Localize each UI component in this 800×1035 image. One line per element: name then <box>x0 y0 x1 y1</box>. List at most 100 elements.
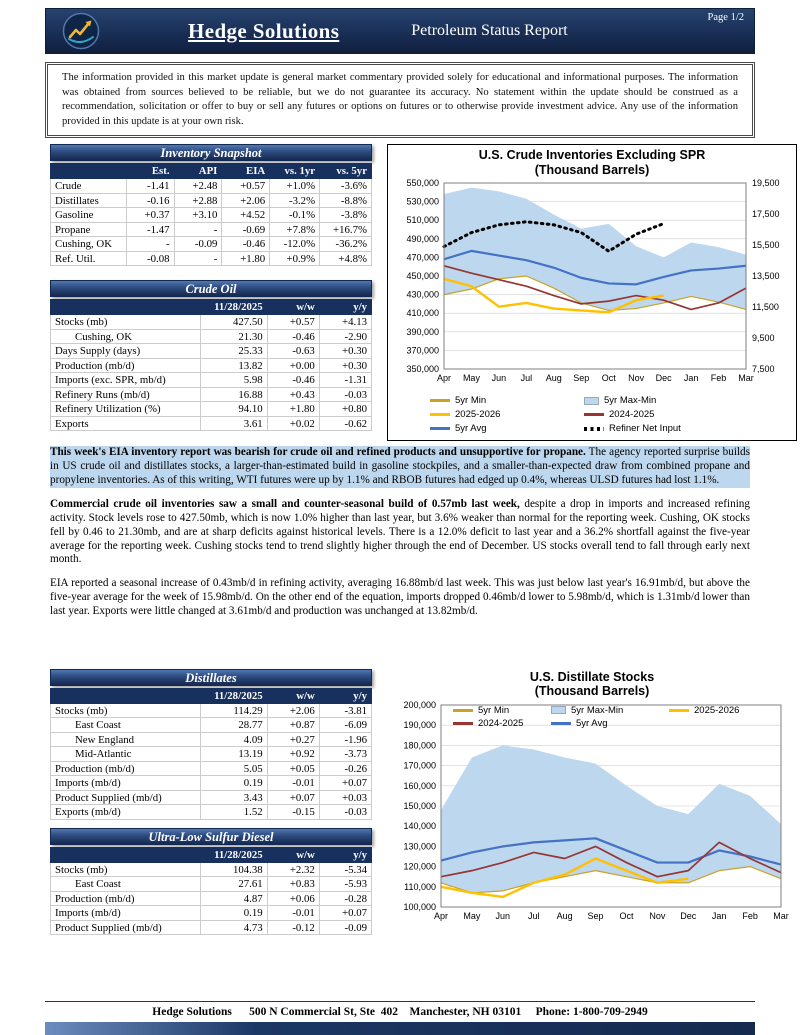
svg-text:100,000: 100,000 <box>403 902 436 912</box>
legend-swatch <box>453 721 473 725</box>
row-label: Stocks (mb) <box>49 862 202 878</box>
svg-text:Feb: Feb <box>711 373 727 383</box>
svg-text:Aug: Aug <box>546 373 562 383</box>
row-label: Production (mb/d) <box>49 761 202 777</box>
footer-bar <box>45 1022 755 1035</box>
col-header: vs. 5yr <box>319 163 372 180</box>
svg-text:13,500: 13,500 <box>752 271 780 281</box>
row-label: Cushing, OK <box>50 236 127 252</box>
value-cell: -1.47 <box>125 221 175 238</box>
report-footer: Hedge Solutions 500 N Commercial St, Ste… <box>45 1001 755 1035</box>
svg-text:Sep: Sep <box>573 373 589 383</box>
svg-text:Feb: Feb <box>742 911 758 921</box>
value-cell: -1.31 <box>318 372 373 388</box>
table-row: Production (mb/d) 5.05 +0.05 -0.26 <box>49 761 373 777</box>
svg-text:150,000: 150,000 <box>403 801 436 811</box>
legend-label: 5yr Avg <box>455 423 487 435</box>
value-cell: +0.07 <box>266 790 320 806</box>
legend-swatch <box>430 413 450 417</box>
value-cell: -0.03 <box>318 804 373 820</box>
disclaimer-box: The information provided in this market … <box>45 62 755 139</box>
col-header <box>49 687 202 704</box>
value-cell: 3.43 <box>200 790 268 806</box>
value-cell: -0.08 <box>125 250 175 267</box>
legend-item: 5yr Max-Min <box>584 395 754 406</box>
value-cell: 114.29 <box>200 703 268 719</box>
table-header: Est. API EIA vs. 1yr vs. 5yr <box>50 163 372 180</box>
legend-label: 5yr Min <box>455 395 487 407</box>
value-cell: +0.05 <box>266 761 320 777</box>
row-label: Crude <box>50 178 127 194</box>
commentary-paragraph-2: Commercial crude oil inventories saw a s… <box>50 498 750 567</box>
legend-label: 2024-2025 <box>609 409 655 421</box>
value-cell: 104.38 <box>200 862 268 878</box>
value-cell: +0.30 <box>318 343 373 359</box>
report-title: Petroleum Status Report <box>411 22 568 39</box>
value-cell: +0.87 <box>266 717 320 733</box>
legend-label: 5yr Min <box>478 704 510 716</box>
value-cell: +1.80 <box>221 250 271 267</box>
col-header: Est. <box>125 163 175 180</box>
value-cell: +0.00 <box>266 357 320 374</box>
col-header: EIA <box>221 163 271 180</box>
legend-label: 5yr Max-Min <box>604 395 657 407</box>
table-row: Refinery Utilization (%) 94.10 +1.80 +0.… <box>49 401 373 417</box>
commentary-text: EIA reported a seasonal increase of 0.43… <box>50 577 750 618</box>
col-header: w/w <box>266 687 320 704</box>
table-row: East Coast 28.77 +0.87 -6.09 <box>49 717 373 733</box>
col-header: y/y <box>318 846 373 863</box>
value-cell: 4.09 <box>200 732 268 748</box>
value-cell: +2.06 <box>266 703 320 719</box>
value-cell: +0.02 <box>266 415 320 432</box>
table-row: Production (mb/d) 13.82 +0.00 +0.30 <box>49 357 373 374</box>
svg-text:490,000: 490,000 <box>406 234 439 244</box>
right-column-top: U.S. Crude Inventories Excluding SPR (Th… <box>387 144 797 442</box>
value-cell: +0.30 <box>318 357 373 374</box>
chart-subtitle: (Thousand Barrels) <box>534 162 650 177</box>
svg-text:130,000: 130,000 <box>403 841 436 851</box>
table-row: Cushing, OK - -0.09 -0.46 -12.0% -36.2% <box>50 236 372 252</box>
crude-oil-section: Crude Oil 11/28/2025 w/w y/y Stocks (mb)… <box>49 280 373 432</box>
value-cell: +0.80 <box>318 401 373 417</box>
legend-item: 2025-2026 <box>669 705 761 716</box>
row-label: New England <box>49 732 202 748</box>
svg-text:Jun: Jun <box>496 911 511 921</box>
table-row: Product Supplied (mb/d) 3.43 +0.07 +0.03 <box>49 790 373 806</box>
value-cell: -0.46 <box>221 236 271 252</box>
value-cell: +2.06 <box>221 192 271 209</box>
svg-text:Jul: Jul <box>528 911 540 921</box>
col-header: 11/28/2025 <box>200 299 268 316</box>
left-column-bottom: Distillates 11/28/2025 w/w y/y Stocks (m… <box>49 668 373 936</box>
table-row: Imports (exc. SPR, mb/d) 5.98 -0.46 -1.3… <box>49 372 373 388</box>
value-cell: 21.30 <box>200 328 268 345</box>
legend-swatch <box>430 427 450 431</box>
value-cell: 0.19 <box>200 905 268 921</box>
value-cell: -0.63 <box>266 343 320 359</box>
value-cell: +0.07 <box>318 775 373 791</box>
svg-text:140,000: 140,000 <box>403 821 436 831</box>
col-header: w/w <box>266 846 320 863</box>
row-label: Cushing, OK <box>49 328 202 345</box>
value-cell: -0.46 <box>266 372 320 388</box>
value-cell: -3.73 <box>318 746 373 762</box>
value-cell: -0.12 <box>266 920 320 936</box>
ulsd-table: 11/28/2025 w/w y/y Stocks (mb) 104.38 +2… <box>49 846 373 936</box>
legend-swatch <box>551 721 571 725</box>
row-label: Imports (mb/d) <box>49 775 202 791</box>
legend-item: 5yr Max-Min <box>551 705 663 716</box>
value-cell: -12.0% <box>269 236 321 252</box>
svg-text:510,000: 510,000 <box>406 215 439 225</box>
svg-text:Jan: Jan <box>712 911 727 921</box>
value-cell: 5.05 <box>200 761 268 777</box>
col-header: vs. 1yr <box>269 163 321 180</box>
value-cell: +7.8% <box>269 221 321 238</box>
legend-item: 2025-2026 <box>430 409 570 420</box>
legend-swatch <box>584 426 604 431</box>
row-label: Product Supplied (mb/d) <box>49 920 202 936</box>
value-cell: -8.8% <box>319 192 372 209</box>
inventory-snapshot-section: Inventory Snapshot Est. API EIA vs. 1yr … <box>50 144 372 267</box>
value-cell: +0.06 <box>266 891 320 907</box>
svg-text:Nov: Nov <box>649 911 666 921</box>
value-cell: +4.52 <box>221 207 271 223</box>
svg-text:Jun: Jun <box>492 373 507 383</box>
